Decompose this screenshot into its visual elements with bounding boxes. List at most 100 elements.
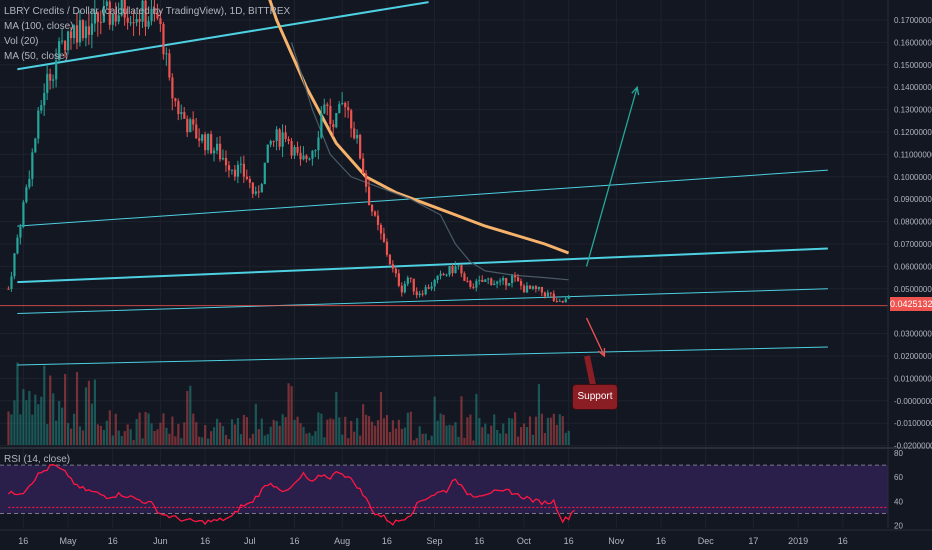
candle-body <box>108 1 111 25</box>
volume-bar <box>150 423 153 445</box>
volume-bar <box>433 396 436 445</box>
volume-bar <box>108 410 111 445</box>
candle-body <box>242 163 246 177</box>
candle-body <box>481 279 484 282</box>
candle-body <box>433 279 436 287</box>
volume-bar <box>99 425 102 445</box>
volume-bar <box>281 414 284 445</box>
candle-body <box>16 237 19 254</box>
volume-bar <box>299 423 302 445</box>
volume-bar <box>567 430 570 445</box>
volume-bar <box>356 418 359 445</box>
candle-body <box>290 141 293 156</box>
support-callout[interactable]: Support <box>573 385 617 409</box>
volume-bar <box>436 420 439 445</box>
volume-bar <box>502 423 505 445</box>
time-tick-label: 16 <box>18 536 28 546</box>
time-tick-label: 16 <box>108 536 118 546</box>
legend-symbol[interactable]: LBRY Credits / Dollar (calculated by Tra… <box>4 6 291 17</box>
volume-bar <box>22 389 25 445</box>
trendline <box>17 346 828 366</box>
candle-body <box>370 204 374 212</box>
time-axis[interactable]: 16 May 16 Jun 16 Jul 16 Aug 16 Sep 16 Oct 16 Nov 16 Dec… <box>0 529 932 546</box>
candle-body <box>326 104 329 106</box>
candle-body <box>299 152 302 160</box>
candle-body <box>49 73 52 81</box>
time-tick-label: 2019 <box>788 536 808 546</box>
volume-bar <box>236 418 240 445</box>
volume-bar <box>445 425 448 445</box>
volume-bar <box>475 393 478 445</box>
candle-body <box>233 169 237 177</box>
candle-body <box>150 8 153 22</box>
candle-body <box>64 40 67 51</box>
candle-body <box>284 132 287 139</box>
volume-bar <box>204 425 207 445</box>
candle-body <box>227 165 231 171</box>
volume-bar <box>379 391 383 445</box>
volume-bar <box>102 429 105 445</box>
candle-body <box>329 105 332 125</box>
volume-bar <box>484 423 487 445</box>
volume-bar <box>359 435 362 445</box>
candle-body <box>111 13 114 25</box>
volume-bar <box>499 433 502 445</box>
candle-body <box>347 107 350 111</box>
volume-bar <box>90 403 94 445</box>
legend-ma100[interactable]: MA (100, close) <box>4 21 74 32</box>
trendline <box>17 1 429 71</box>
volume-bar <box>174 436 177 445</box>
arrow-down-head <box>597 347 606 358</box>
volume-bar <box>344 416 347 445</box>
volume-bar <box>457 436 460 445</box>
candle-body <box>415 291 418 296</box>
candle-body <box>317 137 320 151</box>
volume-bar <box>391 420 395 445</box>
rsi-legend[interactable]: RSI (14, close) <box>4 454 71 465</box>
volume-bar <box>317 412 320 445</box>
candle-body <box>135 19 138 23</box>
candle-body <box>218 143 222 160</box>
candle-body <box>549 292 552 294</box>
volume-bar <box>367 416 371 445</box>
candle-body <box>427 287 430 289</box>
candle-body <box>84 26 88 39</box>
volume-bar <box>180 438 183 445</box>
candle-body <box>460 265 463 274</box>
volume-bar <box>162 413 165 445</box>
volume-bar <box>186 390 189 445</box>
volume-bar <box>516 436 520 445</box>
volume-bar <box>189 385 192 445</box>
candle-body <box>466 280 469 282</box>
volume-bar <box>305 433 308 445</box>
rsi-tick-label: 60 <box>894 473 903 482</box>
legend-vol[interactable]: Vol (20) <box>4 36 39 47</box>
legend: LBRY Credits / Dollar (calculated by Tra… <box>4 4 290 64</box>
candle-body <box>174 98 177 102</box>
volume-bar <box>96 424 99 445</box>
volume-bar <box>418 426 421 445</box>
candle-body <box>102 6 105 23</box>
candle-body <box>332 124 335 128</box>
legend-ma50[interactable]: MA (50, close) <box>4 51 68 62</box>
candle-body <box>120 0 123 16</box>
candle-body <box>19 227 22 238</box>
trendlines[interactable] <box>17 1 828 366</box>
projection-arrows[interactable] <box>585 85 640 358</box>
volume-bar <box>522 423 526 445</box>
candle-body <box>457 265 460 267</box>
candle-body <box>558 300 561 302</box>
volume-bar <box>302 426 305 445</box>
volume-bar <box>338 417 341 445</box>
candle-body <box>531 286 535 289</box>
candle-body <box>516 277 520 281</box>
candle-body <box>341 102 344 105</box>
candle-body <box>37 110 40 139</box>
volume-bar <box>508 417 511 445</box>
